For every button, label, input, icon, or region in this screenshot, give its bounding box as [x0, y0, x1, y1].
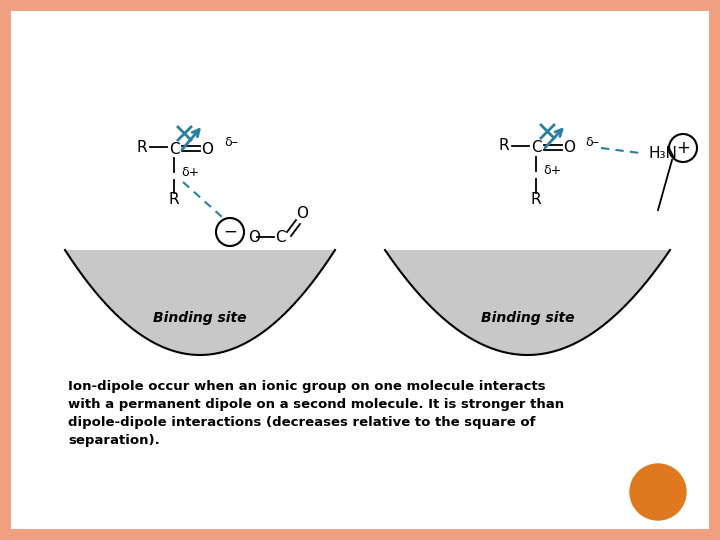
- Text: C: C: [168, 141, 179, 157]
- Text: R: R: [137, 139, 148, 154]
- Text: R: R: [168, 192, 179, 207]
- Text: Ion-dipole occur when an ionic group on one molecule interacts: Ion-dipole occur when an ionic group on …: [68, 380, 546, 393]
- Polygon shape: [65, 250, 335, 355]
- Text: H₃N: H₃N: [648, 145, 677, 160]
- Text: O: O: [296, 206, 308, 221]
- Text: dipole-dipole interactions (decreases relative to the square of: dipole-dipole interactions (decreases re…: [68, 416, 536, 429]
- Text: O: O: [201, 141, 213, 157]
- Text: δ–: δ–: [585, 136, 599, 148]
- Text: δ+: δ+: [543, 165, 562, 178]
- Text: R: R: [531, 192, 541, 207]
- Text: δ+: δ+: [181, 165, 199, 179]
- FancyBboxPatch shape: [4, 4, 716, 536]
- Text: O: O: [563, 140, 575, 156]
- Text: separation).: separation).: [68, 434, 160, 447]
- Text: C: C: [531, 140, 541, 156]
- Circle shape: [630, 464, 686, 520]
- Text: +: +: [676, 139, 690, 157]
- Text: R: R: [499, 138, 509, 153]
- Text: δ–: δ–: [224, 137, 238, 150]
- Text: Binding site: Binding site: [153, 311, 247, 325]
- Text: O: O: [248, 230, 260, 245]
- Text: Binding site: Binding site: [481, 311, 575, 325]
- Polygon shape: [385, 250, 670, 355]
- Text: with a permanent dipole on a second molecule. It is stronger than: with a permanent dipole on a second mole…: [68, 398, 564, 411]
- Text: C: C: [275, 230, 285, 245]
- Text: −: −: [223, 223, 237, 241]
